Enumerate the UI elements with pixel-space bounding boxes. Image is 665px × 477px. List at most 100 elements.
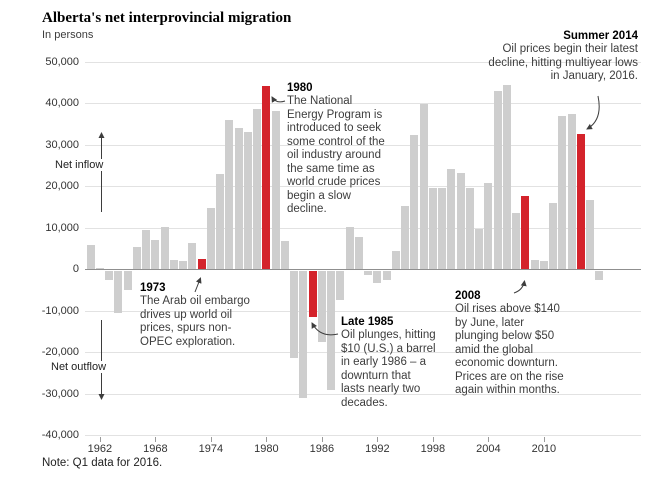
bar-1961 <box>86 244 95 269</box>
bar-1984 <box>299 270 308 399</box>
annotation-1973-head: 1973 <box>140 282 166 294</box>
bar-1979 <box>253 108 262 269</box>
annotation-summer-2014-head: Summer 2014 <box>563 30 638 42</box>
bar-2000 <box>447 168 456 269</box>
bar-2007 <box>512 212 521 269</box>
gridline-20,000 <box>85 186 641 187</box>
annotation-late-1985-head: Late 1985 <box>341 316 394 328</box>
bar-1976 <box>225 119 234 269</box>
gridline-50,000 <box>85 61 641 63</box>
bar-2004 <box>484 182 493 269</box>
bar-1986 <box>317 270 326 342</box>
bar-1974 <box>206 208 215 269</box>
gridline-30,000 <box>85 144 641 146</box>
annotation-1980-head: 1980 <box>287 82 313 94</box>
annotation-1973: 1973 The Arab oil embargo drives up worl… <box>140 281 290 349</box>
bar-1973 <box>197 258 206 269</box>
bar-1971 <box>179 261 188 269</box>
bar-2011 <box>549 203 558 269</box>
bar-1994 <box>391 250 400 269</box>
x-axis-label-1974: 1974 <box>198 443 224 455</box>
bar-2013 <box>567 113 576 269</box>
x-axis-label-1992: 1992 <box>365 443 390 455</box>
x-tick-1962 <box>99 437 101 442</box>
gridline--30,000 <box>85 393 641 395</box>
gridline--40,000 <box>85 435 641 436</box>
bar-1987 <box>327 270 336 391</box>
bar-1975 <box>216 173 225 269</box>
arrow-summer-2014 <box>586 95 600 130</box>
y-axis-label--30,000: -30,000 <box>41 387 79 400</box>
y-axis-label-30,000: 30,000 <box>45 138 79 151</box>
annotation-2008: 2008 Oil rises above $140 by June, later… <box>455 289 595 398</box>
x-tick-1968 <box>155 437 157 442</box>
net-inflow-label: Net inflow <box>53 159 106 171</box>
bar-1970 <box>169 260 178 269</box>
x-axis-label-1962: 1962 <box>87 443 113 455</box>
bar-1978 <box>243 132 252 269</box>
x-tick-2010 <box>543 437 545 442</box>
x-axis-label-1998: 1998 <box>420 443 446 455</box>
gridline--10,000 <box>85 310 641 312</box>
bar-2016 <box>595 270 604 280</box>
bar-1988 <box>336 270 345 300</box>
bar-1966 <box>132 246 141 269</box>
chart-subtitle: In persons <box>42 29 94 41</box>
bar-1983 <box>290 270 299 359</box>
x-axis-label-2004: 2004 <box>476 443 501 455</box>
bar-1967 <box>142 230 151 269</box>
bar-2003 <box>475 229 484 269</box>
bar-2005 <box>493 91 502 269</box>
bar-1996 <box>410 134 419 269</box>
annotation-2008-head: 2008 <box>455 290 481 302</box>
y-axis-label--10,000: -10,000 <box>41 304 79 317</box>
bar-2012 <box>558 115 567 269</box>
chart-title: Alberta's net interprovincial migration <box>42 10 292 26</box>
bar-1980 <box>262 86 271 269</box>
annotation-1973-body: The Arab oil embargo drives up world oil… <box>140 295 250 348</box>
x-tick-1986 <box>321 437 323 442</box>
annotation-summer-2014: Summer 2014 Oil prices begin their lates… <box>438 29 638 84</box>
y-axis-label-10,000: 10,000 <box>45 221 79 234</box>
arrow-1980 <box>271 96 286 103</box>
annotation-late-1985-body: Oil plunges, hitting $10 (U.S.) a barrel… <box>341 329 436 409</box>
bar-1992 <box>373 270 382 283</box>
x-tick-1980 <box>266 437 268 442</box>
bar-2001 <box>456 172 465 269</box>
bar-2006 <box>502 84 511 269</box>
gridline-40,000 <box>85 103 641 104</box>
gridline--20,000 <box>85 352 641 353</box>
bar-1964 <box>114 270 123 313</box>
y-axis-label-0: 0 <box>72 263 79 275</box>
bar-2008 <box>521 196 530 269</box>
annotation-2008-body: Oil rises above $140 by June, later plun… <box>455 303 564 396</box>
x-axis-label-1980: 1980 <box>254 443 279 455</box>
y-axis-label-20,000: 20,000 <box>45 180 79 192</box>
bar-2010 <box>539 260 548 269</box>
bar-1965 <box>123 270 132 291</box>
x-axis-label-1968: 1968 <box>143 443 168 455</box>
x-axis-label-2010: 2010 <box>531 443 557 455</box>
bar-1977 <box>234 127 243 269</box>
zero-line <box>85 269 641 270</box>
annotation-1980-body: The National Energy Program is introduce… <box>287 95 385 215</box>
bar-1982 <box>280 240 289 269</box>
bar-1972 <box>188 242 197 269</box>
bar-1995 <box>401 205 410 269</box>
bar-1969 <box>160 226 169 269</box>
gridline-10,000 <box>85 227 641 229</box>
x-tick-1974 <box>210 437 212 442</box>
bar-1993 <box>382 270 391 281</box>
bar-1998 <box>428 187 437 269</box>
source-note: Note: Q1 data for 2016. <box>42 457 163 469</box>
x-tick-1992 <box>377 437 379 442</box>
bar-1968 <box>151 239 160 269</box>
bar-1985 <box>308 270 317 317</box>
y-axis-label--40,000: -40,000 <box>41 429 79 441</box>
bar-1999 <box>438 188 447 269</box>
bar-1962 <box>95 267 104 269</box>
bar-1997 <box>419 103 428 269</box>
net-outflow-label: Net outflow <box>49 361 109 373</box>
annotation-late-1985: Late 1985 Oil plunges, hitting $10 (U.S.… <box>341 315 471 410</box>
bar-2009 <box>530 259 539 269</box>
